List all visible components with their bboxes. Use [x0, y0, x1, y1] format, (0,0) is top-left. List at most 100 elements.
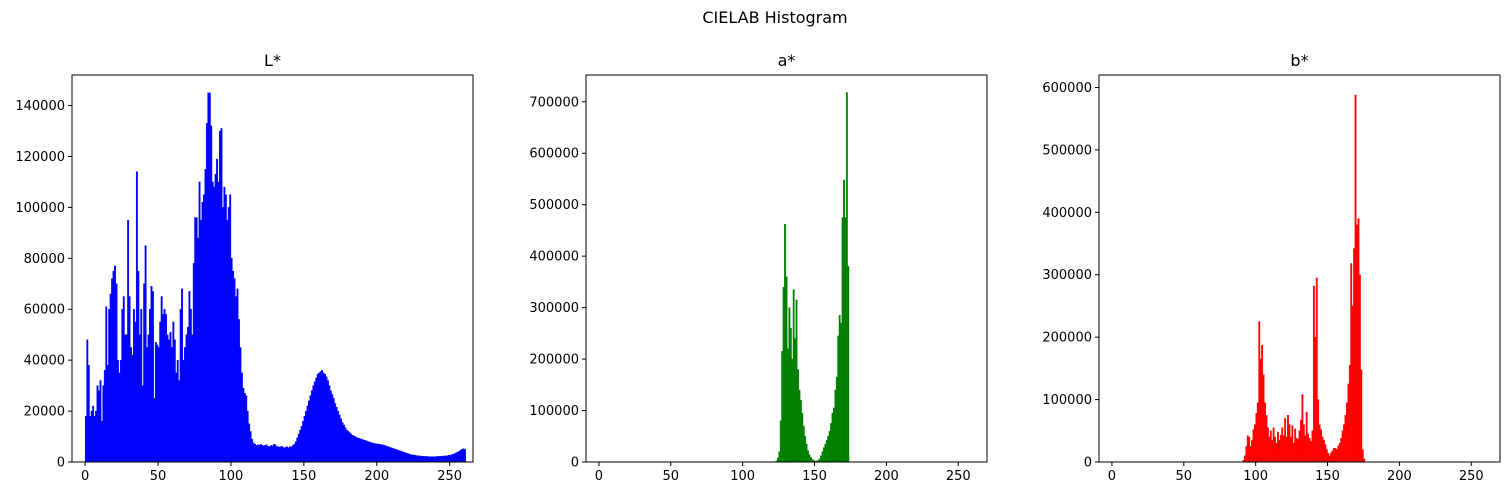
histogram-bar — [335, 407, 338, 463]
histogram-bar — [273, 443, 275, 463]
histogram-bar — [208, 92, 211, 463]
histogram-bar — [1361, 449, 1364, 463]
histogram-bar — [421, 455, 424, 463]
histogram-bar — [235, 296, 237, 463]
x-tick: 200 — [364, 462, 389, 484]
histogram-bar — [1262, 374, 1265, 463]
histogram-bar — [1304, 435, 1307, 463]
histogram-bar — [229, 194, 232, 463]
histogram-bar — [427, 456, 430, 463]
histogram-bar — [1338, 443, 1341, 463]
histogram-bar — [236, 288, 239, 463]
histogram-bar — [1275, 443, 1278, 463]
histogram-bar — [163, 309, 166, 463]
histogram-bar — [449, 454, 452, 463]
histogram-bar — [286, 446, 289, 463]
histogram-bar — [316, 373, 319, 463]
histogram-bar — [433, 456, 436, 463]
y-tick: 40000 — [24, 354, 72, 369]
histogram-bar — [321, 370, 324, 463]
histogram-bar — [347, 431, 350, 463]
histogram-bar — [188, 291, 191, 463]
histogram-bar — [407, 453, 410, 463]
histogram-bar — [92, 405, 95, 463]
histogram-bar — [169, 331, 172, 463]
histogram-bar — [364, 440, 367, 463]
histogram-bar — [1307, 433, 1310, 463]
histogram-bar — [287, 447, 290, 463]
histogram-bar — [795, 299, 798, 463]
x-tick: 50 — [150, 462, 166, 484]
histogram-bar — [810, 457, 812, 463]
histogram-bar — [284, 447, 287, 463]
histogram-bar — [264, 445, 267, 463]
y-tick-label: 100000 — [1042, 393, 1092, 408]
histogram-bar — [369, 441, 372, 463]
x-tick: 200 — [1387, 462, 1412, 484]
histogram-bar — [398, 450, 401, 463]
histogram-bar — [303, 415, 306, 463]
histogram-bar — [361, 439, 364, 463]
histogram-bar — [379, 444, 382, 463]
histogram-bar — [223, 186, 226, 463]
b-star-histogram-panel: 0 50 100 150 200 250 0 100000 200000 300000 400000… — [1042, 51, 1501, 484]
histogram-bar — [1271, 439, 1274, 463]
histogram-bar — [224, 194, 227, 463]
y-tick: 300000 — [1042, 268, 1099, 283]
histogram-bar — [156, 344, 159, 463]
histogram-bar — [293, 443, 296, 463]
histogram-bar — [452, 453, 455, 463]
y-tick-label: 600000 — [1042, 81, 1092, 96]
histogram-bar — [300, 426, 303, 463]
histogram-bar — [154, 342, 157, 463]
histogram-bar — [1264, 402, 1266, 463]
x-tick-label: 50 — [1176, 469, 1193, 484]
y-tick: 0 — [57, 456, 72, 471]
histogram-bar — [291, 445, 294, 463]
histogram-bar — [340, 418, 342, 463]
histogram-bar — [1269, 430, 1272, 463]
histogram-bar — [1356, 224, 1358, 463]
histogram-bar — [179, 309, 182, 463]
histogram-bar — [1315, 277, 1318, 463]
histogram-bar — [1287, 414, 1289, 463]
histogram-bar — [315, 377, 318, 463]
b-star-title: b* — [1290, 51, 1308, 70]
histogram-bar — [194, 217, 197, 463]
x-tick: 0 — [595, 462, 603, 484]
histogram-bar — [351, 435, 354, 463]
histogram-bar — [268, 446, 271, 463]
histogram-bar — [1328, 455, 1331, 463]
histogram-bar — [1317, 399, 1320, 463]
histogram-bar — [274, 444, 277, 463]
histogram-bar — [118, 372, 121, 463]
y-tick: 100000 — [1042, 393, 1099, 408]
histogram-bar — [841, 217, 844, 463]
y-tick-label: 600000 — [529, 147, 579, 162]
histogram-bar — [1343, 424, 1345, 463]
histogram-bar — [1266, 427, 1269, 463]
histogram-bar — [1294, 428, 1297, 463]
histogram-bar — [408, 453, 411, 463]
histogram-bar — [359, 438, 361, 463]
histogram-bar — [1282, 435, 1285, 463]
histogram-bar — [1320, 429, 1322, 463]
histogram-bar — [798, 389, 801, 463]
histogram-bar — [1335, 449, 1338, 463]
histogram-bar — [404, 452, 407, 463]
histogram-bar — [411, 454, 414, 463]
histogram-bar — [1243, 455, 1246, 463]
y-tick: 100000 — [529, 404, 586, 419]
histogram-bar — [1341, 430, 1344, 463]
histogram-bar — [804, 436, 807, 463]
y-tick: 500000 — [529, 198, 586, 213]
y-tick: 300000 — [529, 301, 586, 316]
histogram-bar — [440, 455, 443, 463]
histogram-bar — [445, 455, 447, 463]
histogram-bar — [360, 438, 363, 463]
histogram-bar — [388, 446, 391, 463]
y-tick-label: 200000 — [1042, 331, 1092, 346]
histogram-bar — [343, 424, 345, 463]
histogram-bar — [420, 455, 423, 463]
